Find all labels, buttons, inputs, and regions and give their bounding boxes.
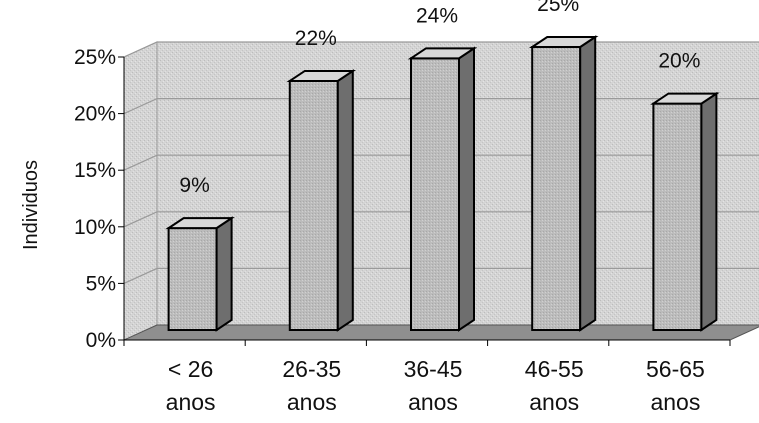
bar-front (288, 79, 339, 331)
x-axis: < 26 anos 26-35 anos 36-45 anos 46-55 anos 56-65… (123, 339, 731, 415)
bar (407, 46, 478, 332)
bar-top (650, 92, 720, 105)
y-tick-label: 10% (74, 216, 116, 239)
data-label: 24% (416, 4, 458, 27)
x-category-label-line2: anos (408, 389, 458, 415)
data-label: 25% (537, 0, 579, 16)
x-category-label: 36-45 (404, 356, 463, 382)
x-category-label-line2: anos (650, 389, 700, 415)
bar-front (410, 57, 460, 331)
data-label: 9% (179, 174, 209, 197)
bar-side (336, 69, 354, 332)
bar-top (286, 69, 357, 82)
bar (528, 35, 599, 332)
bar-side (215, 216, 233, 332)
bar-top (407, 47, 478, 60)
y-axis: 0% 5% 10% 15% 20% 25% (74, 46, 125, 352)
data-label: 20% (658, 50, 700, 73)
y-tick-label: 15% (74, 159, 116, 182)
bars (165, 35, 720, 332)
bar-side (700, 91, 718, 332)
y-tick-label: 5% (86, 272, 116, 295)
bar-front (531, 46, 582, 331)
bar (286, 69, 357, 332)
x-category-label: 26-35 (282, 356, 341, 382)
x-category-label: < 26 (168, 356, 213, 382)
x-category-label-line2: anos (287, 389, 337, 415)
y-tick-label: 25% (74, 46, 116, 69)
bar (165, 216, 235, 332)
x-category-label: 56-65 (646, 356, 705, 382)
x-category-label-line2: anos (166, 389, 216, 415)
bar-side (579, 35, 597, 332)
x-category-label-line2: anos (529, 389, 579, 415)
data-labels: 9% 22% 24% 25% 20% (179, 0, 700, 197)
bar-top (165, 217, 235, 230)
y-tick-label: 0% (86, 329, 116, 352)
bar-side (458, 46, 475, 332)
bar-top (528, 36, 599, 48)
x-category-label: 46-55 (525, 356, 584, 382)
data-label: 22% (295, 27, 337, 50)
bar (650, 91, 720, 332)
side-wall (123, 41, 158, 341)
y-axis-title: Individuos (20, 160, 42, 250)
bar-front (652, 102, 703, 331)
bar-front (167, 227, 218, 331)
y-tick-label: 20% (74, 103, 116, 126)
